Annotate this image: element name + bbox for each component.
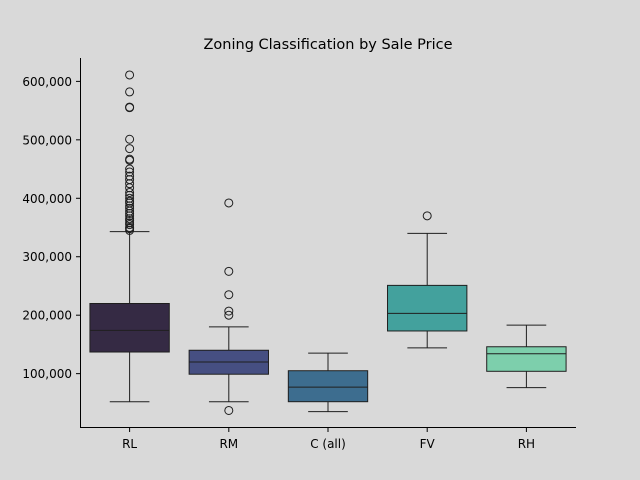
x-tick-label: RM	[219, 437, 238, 451]
outlier-point	[224, 306, 234, 316]
y-tick-label: 400,000	[22, 192, 72, 206]
outlier-point	[125, 196, 135, 206]
outlier-point	[125, 171, 135, 181]
outlier-point	[125, 102, 135, 112]
outlier-point	[422, 211, 432, 221]
chart-title: Zoning Classification by Sale Price	[204, 37, 453, 53]
outlier-point	[125, 164, 135, 174]
outlier-point	[125, 203, 135, 213]
outlier-point	[224, 405, 234, 415]
x-tick-label: FV	[420, 437, 436, 451]
outlier-point	[125, 223, 135, 233]
box-c-all	[287, 370, 369, 403]
outlier-point	[224, 266, 234, 276]
outlier-point	[224, 310, 234, 320]
box-fv	[387, 284, 468, 332]
outlier-point	[224, 290, 234, 300]
outlier-point	[125, 70, 135, 80]
y-tick-label: 500,000	[22, 133, 72, 147]
x-tick-label: C (all)	[310, 437, 346, 451]
outlier-point	[125, 187, 135, 197]
outlier-point	[125, 134, 135, 144]
y-tick-label: 100,000	[22, 367, 72, 381]
outlier-point	[125, 193, 135, 203]
x-tick-label: RL	[122, 437, 137, 451]
outlier-point	[125, 144, 135, 154]
outlier-point	[125, 87, 135, 97]
y-tick-label: 600,000	[22, 75, 72, 89]
y-tick-label: 300,000	[22, 250, 72, 264]
outlier-point	[125, 167, 135, 177]
y-tick-label: 200,000	[22, 309, 72, 323]
x-tick-label: RH	[518, 437, 535, 451]
plot-area: 100,000 200,000 300,000 400,000 500,000 600,0…	[22, 70, 567, 451]
outlier-point	[125, 218, 135, 228]
outlier-point	[224, 198, 234, 208]
box-rh	[486, 346, 567, 372]
outlier-point	[125, 154, 135, 164]
box-rl	[89, 302, 170, 353]
